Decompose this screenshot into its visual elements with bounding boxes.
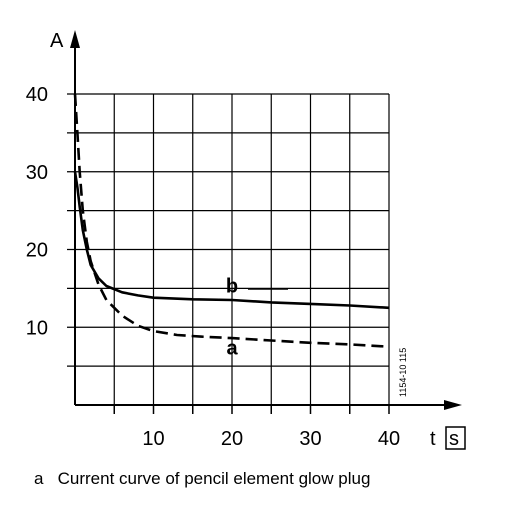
x-tick-label: 30	[299, 428, 321, 450]
figure-code: 1154-10 115	[398, 348, 408, 397]
y-tick-label: 30	[26, 162, 48, 184]
y-tick-label: 10	[26, 317, 48, 339]
series-a-label: a	[226, 337, 238, 359]
x-axis-label: t	[430, 428, 436, 450]
y-tick-label: 40	[26, 84, 48, 106]
x-tick-label: 40	[378, 428, 400, 450]
x-tick-label: 20	[221, 428, 243, 450]
series-labels: ab	[226, 275, 239, 359]
x-tick-label: 10	[142, 428, 164, 450]
series-a-line	[73, 93, 390, 348]
grid	[67, 93, 390, 405]
x-unit-box	[445, 426, 466, 450]
series-b-line	[73, 171, 390, 310]
x-axis-arrow	[444, 400, 462, 410]
x-axis-unit: s	[449, 428, 459, 450]
tick-labels: 10 20 30 40 10 20 30 40	[26, 84, 400, 450]
series-b-label: b	[226, 275, 238, 297]
y-tick-label: 20	[26, 240, 48, 262]
y-axis-label: A	[50, 30, 64, 52]
chart-caption: a Current curve of pencil element glow p…	[34, 469, 370, 488]
series	[73, 93, 390, 348]
y-axis-arrow	[70, 30, 80, 48]
